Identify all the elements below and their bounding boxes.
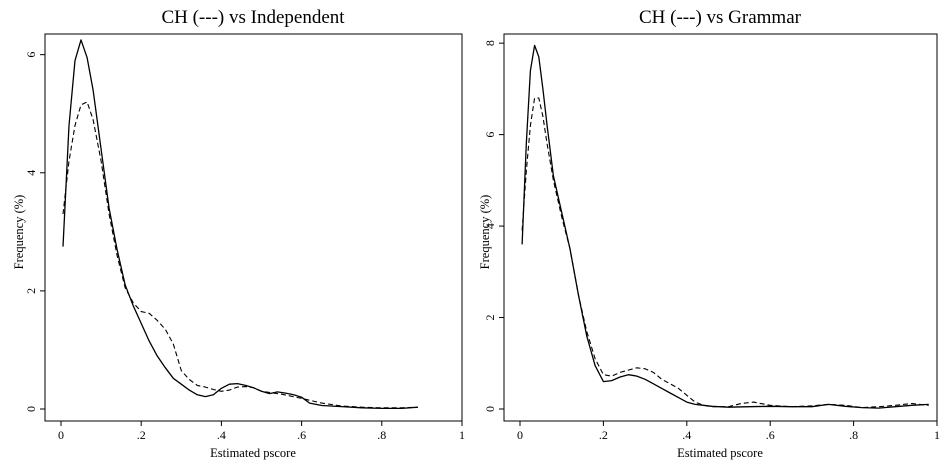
x-tick-label: .4 xyxy=(682,428,691,442)
dashed-series-line xyxy=(521,97,929,409)
y-axis: 0 2 4 6 8 xyxy=(483,40,504,412)
solid-series-line xyxy=(521,44,929,409)
x-tick-label: 0 xyxy=(517,428,523,442)
x-axis: 0 .2 .4 .6 .8 1 xyxy=(58,421,465,442)
y-axis-label: Frequency (%) xyxy=(478,195,492,270)
plot-lines xyxy=(62,39,418,410)
x-axis: 0 .2 .4 .6 .8 1 xyxy=(517,421,940,442)
y-axis: 0 2 4 6 xyxy=(24,52,45,412)
x-tick-label: .8 xyxy=(849,428,858,442)
x-tick-label: .2 xyxy=(599,428,608,442)
y-tick-label: 2 xyxy=(483,315,497,321)
solid-series-line xyxy=(62,39,418,410)
x-tick-label: .6 xyxy=(766,428,775,442)
x-tick-label: 1 xyxy=(934,428,940,442)
x-tick-label: .2 xyxy=(137,428,146,442)
y-tick-label: 0 xyxy=(24,406,38,412)
plot-lines xyxy=(521,44,929,409)
x-tick-label: .4 xyxy=(217,428,226,442)
x-tick-label: 1 xyxy=(459,428,465,442)
plot-frame xyxy=(44,33,463,422)
x-axis-label: Estimated pscore xyxy=(210,446,296,460)
chart-title: CH (---) vs Independent xyxy=(161,7,345,28)
y-tick-label: 2 xyxy=(24,288,38,294)
dashed-series-line xyxy=(62,101,418,409)
y-tick-label: 4 xyxy=(483,223,497,229)
y-tick-label: 0 xyxy=(483,406,497,412)
x-tick-label: .8 xyxy=(377,428,386,442)
y-tick-label: 4 xyxy=(24,170,38,176)
y-axis-label: Frequency (%) xyxy=(12,195,26,270)
y-tick-label: 8 xyxy=(483,40,497,46)
panel-ch-vs-grammar: CH (---) vs Grammar 0 2 4 6 8 0 .2 .4 .6 .8 1 Est… xyxy=(478,7,940,460)
x-tick-label: .6 xyxy=(297,428,306,442)
plot-frame xyxy=(503,33,938,422)
chart-title: CH (---) vs Grammar xyxy=(639,7,802,28)
y-tick-label: 6 xyxy=(24,52,38,58)
x-tick-label: 0 xyxy=(58,428,64,442)
y-tick-label: 6 xyxy=(483,132,497,138)
x-axis-label: Estimated pscore xyxy=(677,446,763,460)
